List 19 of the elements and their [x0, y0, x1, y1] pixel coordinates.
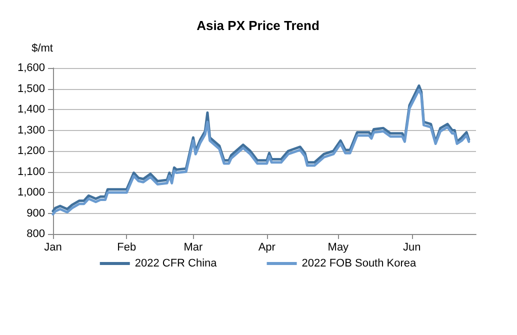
- y-axis-title: $/mt: [32, 42, 53, 54]
- y-tick-label: 800: [26, 228, 45, 240]
- y-tick-label: 1,100: [17, 166, 45, 178]
- x-tick-label: Apr: [258, 242, 276, 254]
- chart-title: Asia PX Price Trend: [196, 18, 320, 33]
- legend-label: 2022 CFR China: [134, 258, 218, 270]
- y-tick-label: 1,600: [17, 62, 45, 74]
- y-tick-label: 1,200: [17, 145, 45, 157]
- x-tick-label: Jan: [44, 242, 62, 254]
- y-tick-label: 1,300: [17, 124, 45, 136]
- x-tick-label: May: [328, 242, 350, 254]
- y-tick-label: 900: [26, 207, 45, 220]
- x-tick-label: Jun: [402, 242, 421, 254]
- x-tick-label: Feb: [117, 242, 136, 254]
- legend-label: 2022 FOB South Korea: [302, 258, 418, 270]
- y-tick-label: 1,000: [17, 186, 45, 198]
- x-tick-label: Mar: [184, 242, 204, 254]
- y-tick-label: 1,400: [17, 104, 45, 116]
- y-tick-label: 1,500: [17, 82, 45, 95]
